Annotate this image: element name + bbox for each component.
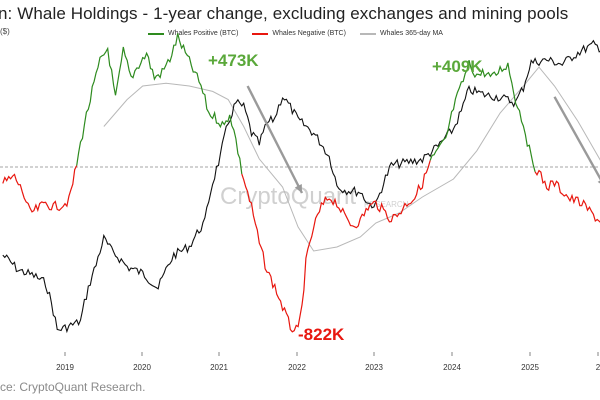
legend-label-positive: Whales Positive (BTC) xyxy=(168,30,239,37)
whale-positive-segment-1 xyxy=(76,33,243,175)
x-tick-label-7: 2 xyxy=(596,363,600,372)
legend-swatch-ma xyxy=(359,32,376,35)
x-tick-label-1: 2020 xyxy=(133,363,151,372)
legend-swatch-positive xyxy=(148,32,164,35)
whale-negative-segment-0 xyxy=(2,165,78,213)
annotation-label-2: +409K xyxy=(432,57,483,76)
x-tick-label-2: 2021 xyxy=(210,363,228,372)
chart-title: n: Whale Holdings - 1-year change, exclu… xyxy=(0,4,569,23)
legend-item-negative: Whales Negative (BTC) xyxy=(252,30,346,37)
x-tick-label-5: 2024 xyxy=(443,363,461,372)
legend-item-positive: Whales Positive (BTC) xyxy=(148,30,238,37)
whale-negative-segment-4 xyxy=(534,169,600,223)
watermark-suffix: RESEARCH xyxy=(364,200,409,209)
trend-arrow-head-0 xyxy=(294,184,302,193)
legend-label-ma: Whales 365-day MA xyxy=(379,30,443,37)
annotation-label-1: -822K xyxy=(298,325,345,344)
whale-positive-segment-3 xyxy=(429,60,536,172)
legend-label-negative: Whales Negative (BTC) xyxy=(272,30,346,37)
annotation-label-0: +473K xyxy=(208,51,259,70)
btc-price-line xyxy=(2,39,600,334)
legend: Whales Positive (BTC) Whales Negative (B… xyxy=(148,30,443,37)
trend-arrow-shaft-0 xyxy=(246,85,304,194)
x-tick-label-0: 2019 xyxy=(56,363,74,372)
ma-line xyxy=(103,66,600,252)
watermark-brand: CryptoQuant xyxy=(220,183,356,210)
whale-negative-segment-2 xyxy=(241,160,431,333)
x-tick-label-4: 2023 xyxy=(365,363,383,372)
price-axis-label: ($) xyxy=(0,27,10,36)
x-tick-label-3: 2022 xyxy=(288,363,306,372)
trend-arrow-shaft-1 xyxy=(553,96,600,181)
source-note: rce: CryptoQuant Research. xyxy=(0,380,146,394)
legend-item-ma: Whales 365-day MA xyxy=(359,30,443,37)
legend-swatch-negative xyxy=(252,32,269,35)
trend-arrow-head-1 xyxy=(597,180,600,184)
x-tick-label-6: 2025 xyxy=(521,363,539,372)
